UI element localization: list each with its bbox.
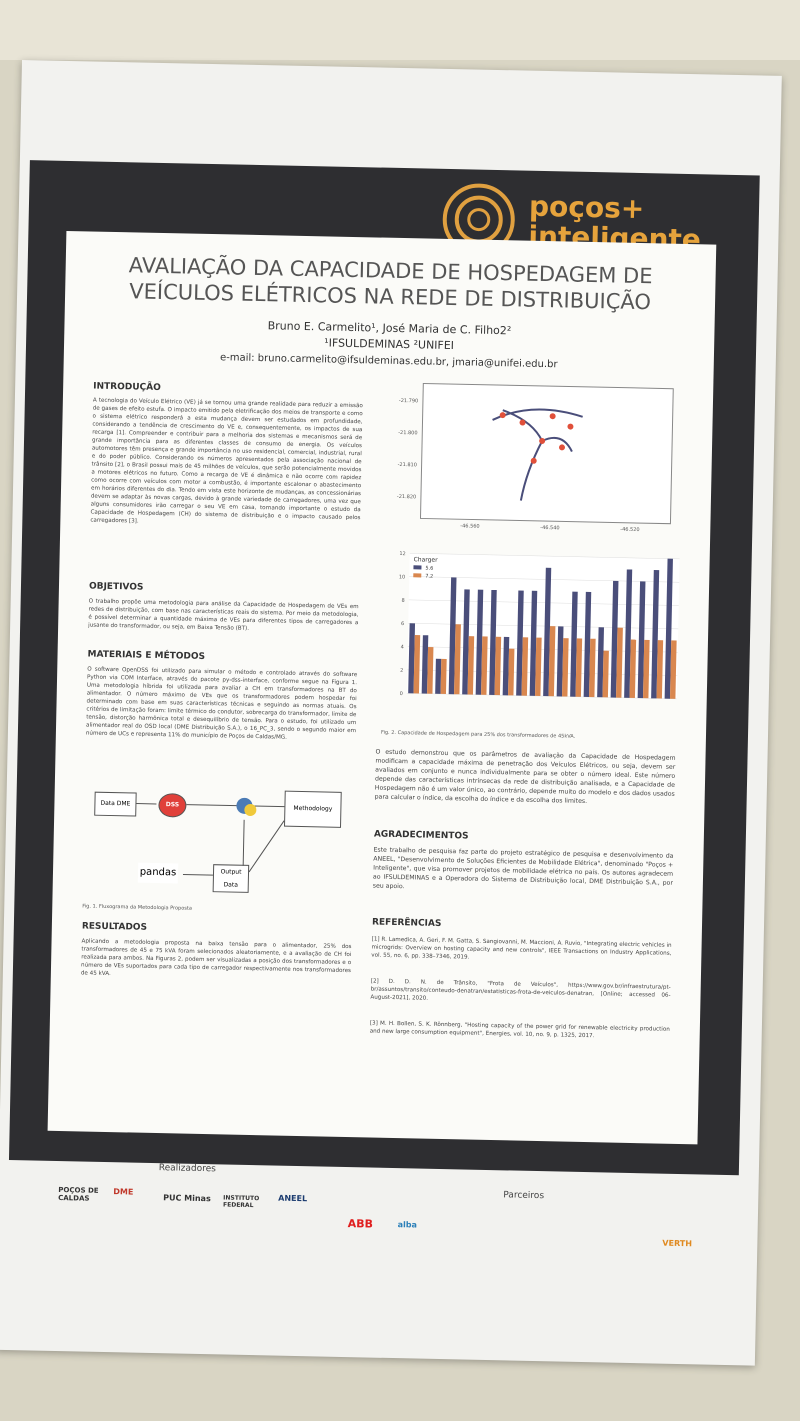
map-y-tick: -21.820 xyxy=(396,493,417,501)
section-heading: MATERIAIS E MÉTODOS xyxy=(87,649,206,662)
bar xyxy=(597,627,604,698)
figure-caption: Fig. 2. Capacidade de Hospedagem para 25… xyxy=(380,729,576,740)
poster: poços+ inteligente AVALIAÇÃO DA CAPACIDA… xyxy=(0,60,782,1366)
logo: INSTITUTO FEDERAL xyxy=(222,1194,260,1210)
reference: [2] D. D. N. de Trânsito, "Frota de Veíc… xyxy=(370,978,671,1002)
section-text: O trabalho propõe uma metodologia para a… xyxy=(88,598,359,632)
bar xyxy=(602,650,609,698)
legend-label: 5.6 xyxy=(425,566,433,572)
bar xyxy=(651,570,660,699)
bar xyxy=(489,589,497,696)
parceiros-label: Parceiros xyxy=(503,1190,545,1202)
bar xyxy=(462,589,470,695)
bar xyxy=(562,638,569,697)
bar xyxy=(629,639,637,698)
bar-chart: 0 2 4 6 8 10 12 Charger 5.6 7.2 xyxy=(399,551,680,700)
realizadores-label: Realizadores xyxy=(158,1163,217,1175)
y-tick-label: 2 xyxy=(400,668,403,674)
bar xyxy=(494,636,502,696)
bar xyxy=(516,590,524,696)
legend-title: Charger xyxy=(414,556,439,564)
section-heading: INTRODUÇÃO xyxy=(93,381,161,393)
logo: ANEEL xyxy=(278,1193,308,1204)
bar xyxy=(670,640,677,699)
bar xyxy=(543,567,552,697)
bar xyxy=(467,636,475,695)
brand-name: poços+ xyxy=(528,189,645,226)
map-y-tick: -21.800 xyxy=(398,429,418,437)
bar xyxy=(624,569,633,698)
section-heading: RESULTADOS xyxy=(81,921,148,933)
section-text: O software OpenDSS foi utilizado para si… xyxy=(85,666,358,741)
grid-line xyxy=(409,576,680,583)
bar xyxy=(408,623,416,694)
bar xyxy=(656,640,664,699)
map-y-tick: -21.790 xyxy=(398,397,419,405)
bar xyxy=(664,558,673,699)
bar xyxy=(448,577,457,695)
bar xyxy=(637,581,646,699)
bar xyxy=(589,638,596,698)
y-tick-label: 4 xyxy=(401,644,404,650)
y-tick-label: 12 xyxy=(399,551,405,557)
y-tick-label: 0 xyxy=(400,691,403,697)
reference: [1] R. Lamedica, A. Geri, F. M. Gatta, S… xyxy=(371,936,672,961)
bar xyxy=(575,638,583,697)
logo: DME xyxy=(113,1187,134,1197)
flow-arrows xyxy=(136,797,285,876)
map-x-tick: -46.540 xyxy=(540,524,560,532)
content-panel: AVALIAÇÃO DA CAPACIDADE DE HOSPEDAGEM DE… xyxy=(47,230,717,1145)
bar xyxy=(421,635,429,694)
logo: POÇOS DE CALDAS xyxy=(58,1186,99,1203)
poster-title: AVALIAÇÃO DA CAPACIDADE DE HOSPEDAGEM DE… xyxy=(128,253,653,315)
section-text: Este trabalho de pesquisa faz parte do p… xyxy=(372,846,674,891)
section-text: Aplicando a metodologia proposta na baix… xyxy=(80,938,352,978)
figure-caption: Fig. 1. Fluxograma da Metodologia Propos… xyxy=(82,903,192,912)
y-tick-label: 10 xyxy=(399,574,405,580)
bar xyxy=(583,591,592,698)
bar xyxy=(521,637,529,696)
partner-logo: VERTH xyxy=(662,1238,693,1249)
map-x-tick: -46.520 xyxy=(620,526,640,534)
bar xyxy=(616,627,623,698)
legend-swatch xyxy=(413,573,422,578)
y-tick-label: 8 xyxy=(402,598,405,604)
bar xyxy=(548,626,556,697)
bar xyxy=(643,639,650,699)
bar xyxy=(610,580,619,698)
map-y-tick: -21.810 xyxy=(397,461,417,469)
reference: [3] M. H. Bollen, S. K. Rönnberg, "Hosti… xyxy=(369,1020,670,1040)
bar xyxy=(481,636,488,695)
bar xyxy=(413,635,421,694)
bar xyxy=(570,591,578,697)
legend-swatch xyxy=(413,565,422,570)
bar xyxy=(529,590,538,696)
legend-label: 7.2 xyxy=(425,574,433,580)
map-x-tick: -46.560 xyxy=(460,523,480,530)
map-figure xyxy=(419,382,674,525)
bar xyxy=(435,658,442,694)
bar xyxy=(502,636,510,696)
grid-line xyxy=(409,552,680,560)
bar xyxy=(454,624,461,695)
bar xyxy=(556,626,564,697)
section-heading: AGRADECIMENTOS xyxy=(373,829,469,842)
partner-logo: alba xyxy=(397,1220,418,1230)
logo: PUC Minas xyxy=(163,1193,211,1204)
ceiling xyxy=(0,0,800,60)
y-tick-label: 6 xyxy=(401,621,404,627)
section-text: A tecnologia do Veículo Elétrico (VE) já… xyxy=(90,397,363,525)
section-text: O estudo demonstrou que os parâmetros de… xyxy=(374,748,676,805)
bar xyxy=(535,637,542,696)
partner-logo: ABB xyxy=(347,1217,374,1231)
bar xyxy=(475,589,484,695)
bar xyxy=(427,646,434,694)
section-heading: REFERÊNCIAS xyxy=(371,917,442,929)
bar xyxy=(508,648,515,696)
bar xyxy=(440,658,447,695)
section-heading: OBJETIVOS xyxy=(88,581,144,593)
